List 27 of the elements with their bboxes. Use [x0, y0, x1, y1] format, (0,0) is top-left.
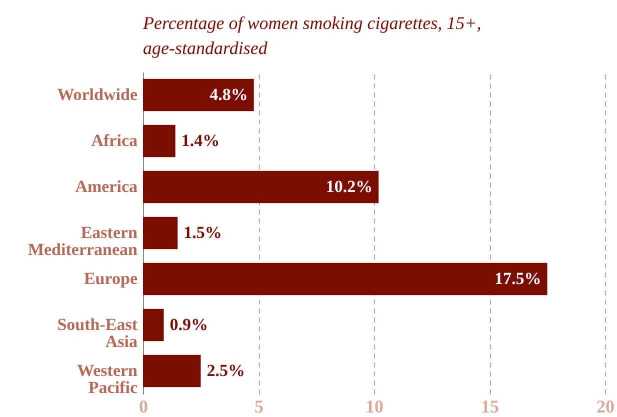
x-tick-label: 10 — [366, 396, 384, 416]
y-tick-label: Eastern Mediterranean — [28, 223, 138, 259]
data-label: 1.4% — [181, 131, 220, 150]
x-tick-label: 20 — [596, 396, 614, 416]
y-tick-label: Africa — [91, 131, 138, 150]
data-label: 0.9% — [170, 315, 208, 334]
bar — [143, 170, 379, 204]
x-tick-label: 5 — [254, 396, 264, 416]
data-label: 4.8% — [210, 85, 248, 104]
bar — [143, 124, 176, 158]
bar — [143, 354, 201, 388]
data-label: 10.2% — [326, 177, 373, 196]
y-tick-label: Worldwide — [57, 85, 138, 104]
y-tick-label: America — [75, 177, 138, 196]
y-tick-label: South-East Asia — [57, 315, 138, 351]
data-label: 17.5% — [494, 269, 542, 288]
chart-title: Percentage of women smoking cigarettes, 15+, age-standardised — [142, 13, 482, 58]
data-label: 2.5% — [206, 361, 245, 380]
x-tick-label: 15 — [481, 396, 499, 416]
bar — [143, 216, 178, 250]
bar — [143, 78, 254, 112]
x-tick-label: 0 — [139, 396, 148, 416]
bar — [143, 262, 548, 296]
y-tick-label: Western Pacific — [77, 361, 138, 397]
y-tick-label: Europe — [84, 269, 138, 288]
data-label: 1.5% — [184, 223, 222, 242]
bar — [143, 308, 164, 342]
